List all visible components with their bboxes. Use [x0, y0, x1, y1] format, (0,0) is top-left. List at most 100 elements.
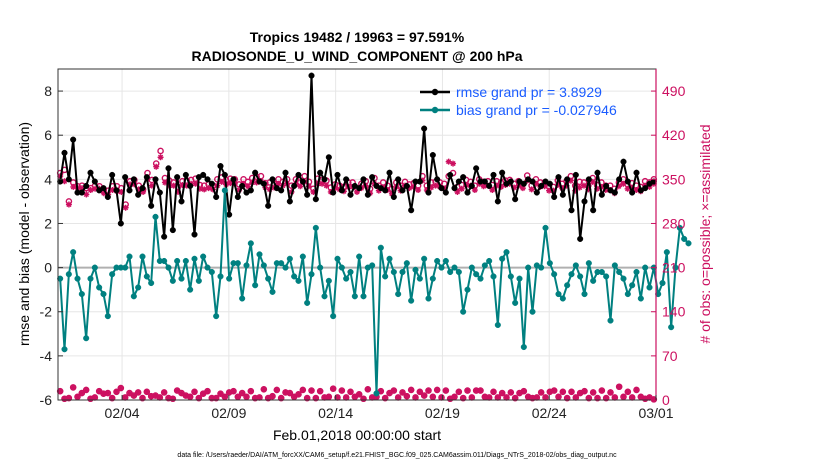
obs-assimilated-marker: [299, 386, 306, 393]
obs-assimilated-marker: [650, 396, 657, 403]
x-tick-label: 02/24: [532, 405, 567, 421]
bias-point: [633, 268, 640, 276]
obs-assimilated-marker: [135, 186, 142, 193]
obs-assimilated-marker: [445, 158, 452, 165]
bias-point: [347, 268, 354, 276]
rmse-point: [568, 207, 575, 214]
data-file-footnote: data file: /Users/raeder/DAI/ATM_forcXX/…: [177, 452, 617, 459]
rmse-point: [325, 154, 332, 161]
rmse-point: [109, 171, 116, 178]
obs-assimilated-marker: [78, 390, 85, 397]
obs-assimilated-marker: [481, 393, 488, 400]
obs-assimilated-marker: [135, 389, 142, 396]
obs-assimilated-marker: [226, 389, 233, 396]
obs-assimilated-marker: [130, 392, 137, 399]
obs-assimilated-marker: [590, 389, 597, 396]
rmse-point: [330, 189, 337, 196]
bias-point: [429, 275, 436, 282]
obs-assimilated-marker: [395, 394, 402, 401]
rmse-point: [490, 171, 497, 178]
bias-point: [182, 257, 189, 265]
x-tick-label: 02/09: [211, 405, 246, 421]
rmse-point: [104, 193, 111, 201]
bias-point: [464, 286, 471, 293]
obs-assimilated-marker: [204, 388, 211, 395]
bias-point: [260, 262, 267, 269]
bias-point: [256, 251, 263, 258]
obs-assimilated-marker: [161, 179, 168, 186]
obs-assimilated-marker: [273, 386, 280, 393]
bias-point: [672, 264, 679, 271]
obs-assimilated-marker: [221, 393, 228, 400]
bias-point: [330, 313, 337, 320]
obs-assimilated-marker: [516, 390, 523, 397]
rmse-point: [369, 174, 376, 181]
y-axis-label-left: rmse and bias (model - observation): [16, 122, 32, 346]
obs-assimilated-marker: [585, 186, 592, 193]
obs-assimilated-marker: [148, 182, 155, 189]
bias-point: [325, 277, 332, 284]
bias-point: [169, 277, 176, 284]
obs-assimilated-marker: [338, 387, 345, 394]
bias-point: [343, 275, 350, 282]
rmse-point: [546, 180, 553, 187]
obs-assimilated-marker: [542, 394, 549, 401]
obs-assimilated-marker: [305, 183, 312, 190]
bias-point: [356, 253, 363, 260]
obs-assimilated-marker: [620, 180, 627, 187]
obs-assimilated-marker: [122, 394, 129, 401]
rmse-point: [460, 174, 467, 181]
bias-point: [338, 264, 345, 271]
bias-point: [96, 284, 103, 291]
rmse-point: [486, 182, 493, 190]
obs-assimilated-marker: [295, 391, 302, 398]
obs-assimilated-marker: [428, 184, 435, 191]
rmse-point: [213, 193, 220, 201]
obs-assimilated-marker: [498, 183, 505, 190]
obs-assimilated-marker: [234, 393, 241, 400]
obs-assimilated-marker: [493, 182, 500, 189]
bias-point: [490, 273, 497, 280]
bias-point: [239, 295, 246, 302]
obs-assimilated-marker: [61, 178, 68, 185]
rmse-point: [624, 178, 631, 185]
legend-label: bias grand pr = -0.027946: [456, 102, 617, 118]
obs-assimilated-marker: [468, 394, 475, 401]
rmse-point: [590, 207, 597, 214]
obs-assimilated-marker: [567, 177, 574, 184]
obs-assimilated-marker: [598, 183, 605, 190]
bias-point: [451, 264, 458, 271]
obs-assimilated-marker: [269, 393, 276, 400]
obs-assimilated-marker: [148, 393, 155, 400]
rmse-point: [130, 176, 137, 183]
bias-point: [143, 273, 150, 280]
bias-point: [685, 240, 692, 247]
obs-assimilated-marker: [611, 394, 618, 401]
bias-point: [74, 275, 81, 282]
obs-assimilated-marker: [408, 386, 415, 393]
obs-assimilated-marker: [375, 187, 382, 194]
obs-assimilated-marker: [624, 185, 631, 192]
obs-assimilated-marker: [87, 395, 94, 402]
bias-point: [234, 260, 241, 267]
rmse-point: [308, 72, 315, 79]
bias-point: [455, 268, 462, 276]
rmse-point: [122, 174, 129, 181]
obs-assimilated-marker: [65, 395, 72, 402]
obs-assimilated-marker: [360, 395, 367, 402]
obs-assimilated-marker: [415, 187, 422, 194]
obs-assimilated-marker: [589, 178, 596, 185]
bias-point: [486, 257, 493, 265]
obs-assimilated-marker: [416, 388, 423, 395]
bias-point: [312, 224, 319, 231]
obs-assimilated-marker: [486, 394, 493, 401]
obs-assimilated-marker: [330, 385, 337, 392]
bias-point: [204, 264, 211, 271]
obs-assimilated-marker: [541, 183, 548, 190]
rmse-point: [65, 176, 72, 183]
obs-assimilated-marker: [247, 388, 254, 395]
obs-assimilated-marker: [572, 394, 579, 401]
obs-assimilated-marker: [646, 183, 653, 190]
obs-assimilated-marker: [434, 386, 441, 393]
obs-assimilated-marker: [576, 184, 583, 191]
